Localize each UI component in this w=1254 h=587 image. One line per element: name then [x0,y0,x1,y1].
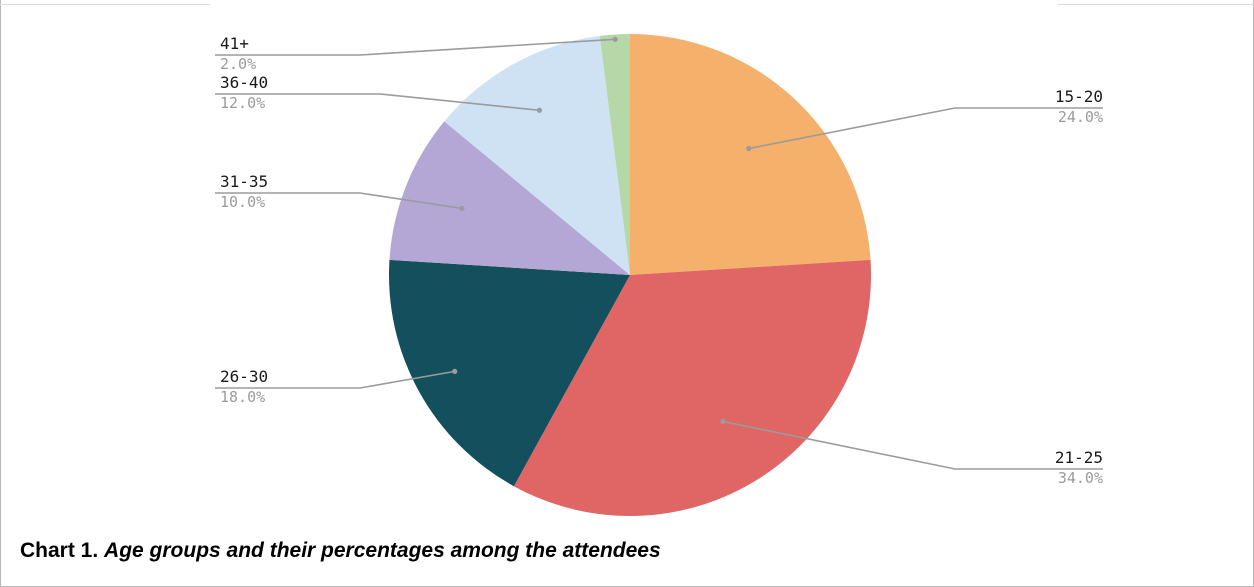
pie-slice-26-30 [389,259,630,487]
leader-line-41plus [215,38,616,56]
chart-caption: Chart 1. Age groups and their percentage… [20,539,661,563]
slice-percent-36-40: 12.0% [220,94,265,112]
leader-line-36-40 [215,93,540,112]
leader-dot-41plus [612,36,618,42]
slice-label-36-40: 36-40 [220,73,268,92]
caption-text: Age groups and their percentages among t… [104,539,661,562]
pie-slice-41plus [599,34,630,275]
leader-dot-36-40 [536,107,543,113]
slice-percent-41plus: 2.0% [220,55,256,73]
leader-line-15-20 [748,107,1103,150]
leader-line-26-30 [215,370,455,389]
caption-number: Chart 1. [20,539,99,562]
slice-percent-21-25: 34.0% [1058,469,1103,487]
leader-dot-31-35 [459,205,465,212]
leader-line-31-35 [215,192,463,210]
top-rule-right [1058,4,1254,5]
leader-dot-21-25 [720,418,726,425]
pie-chart: 15-20 24.0% 21-25 34.0% 26-30 18.0% 31-35 10.0%… [215,34,1103,516]
slice-label-41plus: 41+ [220,34,249,53]
pie-slice-21-25 [513,259,871,516]
top-rule-left [0,4,210,5]
leader-dot-26-30 [452,368,458,374]
slice-label-15-20: 15-20 [1055,87,1103,106]
pie-slice-31-35 [389,121,630,275]
slice-label-26-30: 26-30 [220,367,268,386]
leader-dot-15-20 [746,145,752,152]
slice-percent-31-35: 10.0% [220,193,265,211]
leader-line-21-25 [722,420,1103,470]
slice-percent-15-20: 24.0% [1058,108,1103,126]
slice-percent-26-30: 18.0% [220,388,265,406]
slice-label-21-25: 21-25 [1055,448,1103,467]
pie-slice-15-20 [630,34,871,275]
slice-label-31-35: 31-35 [220,172,268,191]
pie-slice-36-40 [444,35,630,275]
